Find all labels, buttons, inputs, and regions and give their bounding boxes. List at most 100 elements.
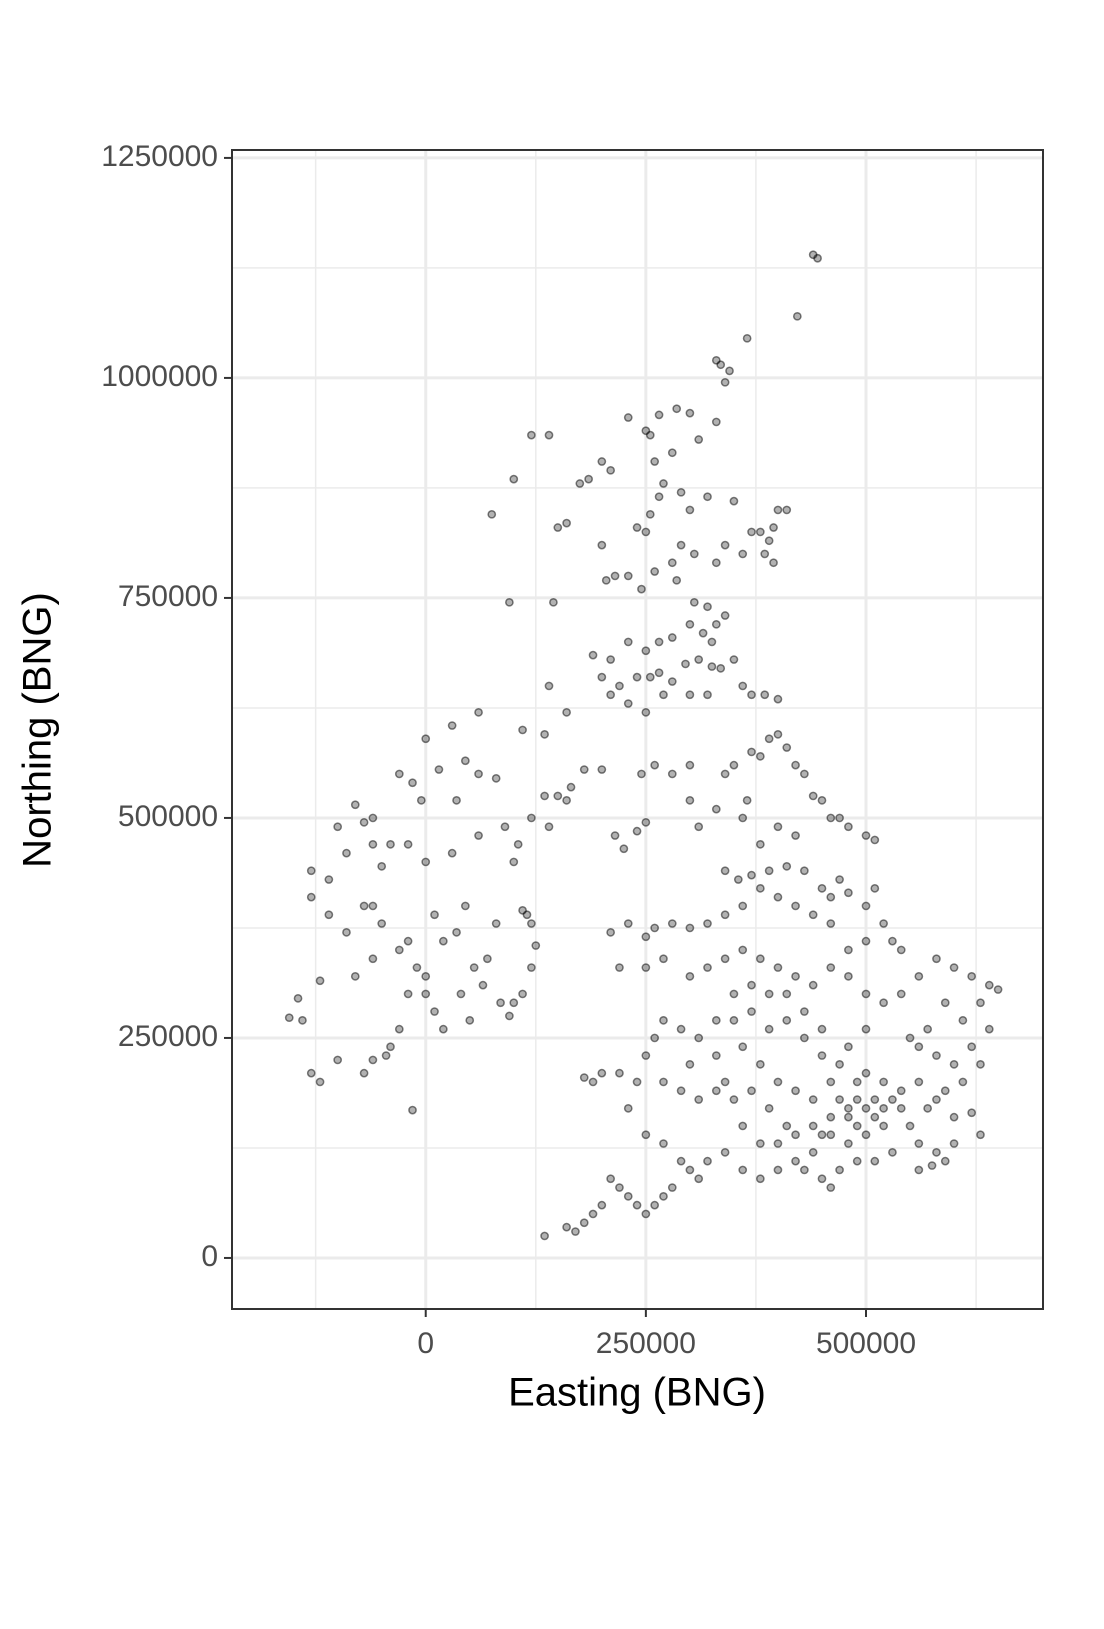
point: [940, 998, 950, 1008]
point: [588, 1077, 598, 1087]
point: [421, 989, 431, 999]
point: [800, 866, 809, 876]
point: [672, 404, 682, 414]
point: [703, 1156, 712, 1166]
point: [932, 954, 941, 964]
point: [505, 597, 514, 607]
point: [711, 1051, 721, 1060]
point: [764, 866, 774, 876]
point: [932, 1148, 941, 1157]
point: [720, 377, 730, 387]
point: [914, 1042, 924, 1052]
point: [861, 1024, 871, 1034]
point: [438, 936, 448, 946]
point: [773, 729, 783, 739]
point: [544, 681, 554, 691]
point: [632, 523, 642, 532]
point: [597, 1068, 607, 1078]
point: [659, 954, 668, 964]
point: [478, 980, 488, 990]
point: [835, 1060, 844, 1069]
point: [522, 910, 532, 920]
point: [650, 457, 660, 466]
point: [782, 1121, 792, 1131]
point: [505, 1011, 514, 1021]
point: [711, 619, 721, 629]
point: [694, 1033, 704, 1043]
point: [659, 690, 668, 700]
point: [826, 813, 836, 823]
point: [791, 831, 800, 840]
point: [597, 457, 607, 466]
point: [394, 769, 404, 779]
point: [738, 681, 748, 691]
point: [976, 998, 985, 1008]
point: [509, 998, 519, 1008]
point: [615, 963, 624, 972]
x-tick-label: 0: [417, 1327, 434, 1360]
point: [949, 963, 959, 972]
point: [540, 1231, 549, 1241]
point: [694, 1095, 704, 1104]
point: [667, 769, 677, 779]
point: [800, 769, 809, 779]
point: [703, 963, 712, 972]
point: [711, 1016, 721, 1025]
point: [562, 795, 571, 805]
point: [685, 971, 695, 981]
point: [773, 505, 783, 515]
point: [976, 1060, 985, 1069]
point: [615, 681, 624, 691]
point: [914, 971, 924, 981]
point: [597, 540, 607, 550]
point: [760, 549, 770, 559]
point: [553, 791, 563, 801]
point: [333, 1055, 343, 1065]
point: [800, 1033, 809, 1043]
point: [434, 765, 444, 774]
point: [368, 813, 378, 823]
point: [394, 1024, 404, 1034]
point: [703, 492, 712, 502]
y-tick-label: 250000: [118, 1020, 218, 1053]
point: [896, 1104, 906, 1113]
point: [791, 971, 800, 981]
point: [306, 866, 316, 876]
point: [632, 1200, 642, 1210]
axes: 0 250000 500000 0 250000 500000 750000 1000000 1…: [101, 140, 916, 1360]
point: [689, 597, 699, 607]
point: [421, 857, 431, 867]
point: [852, 1095, 862, 1104]
point: [905, 1033, 915, 1043]
point: [844, 822, 853, 832]
point: [808, 910, 818, 920]
point: [394, 945, 404, 955]
point: [685, 795, 695, 805]
point: [438, 1024, 448, 1034]
point: [720, 611, 730, 620]
point: [976, 1130, 985, 1140]
point: [844, 971, 853, 981]
point: [496, 998, 505, 1008]
point: [755, 527, 765, 537]
point: [284, 1013, 294, 1023]
point: [764, 1104, 774, 1113]
point: [659, 1139, 668, 1148]
point: [447, 721, 457, 730]
point: [738, 1121, 748, 1131]
point: [755, 1139, 765, 1148]
point: [738, 549, 748, 559]
point: [870, 835, 880, 845]
point: [368, 954, 378, 964]
point: [342, 848, 351, 858]
point: [623, 571, 633, 581]
point: [641, 646, 651, 656]
point: [888, 936, 897, 946]
point: [817, 883, 827, 893]
point: [861, 1104, 871, 1113]
point: [416, 795, 426, 805]
point: [324, 875, 334, 884]
point: [597, 1200, 607, 1210]
